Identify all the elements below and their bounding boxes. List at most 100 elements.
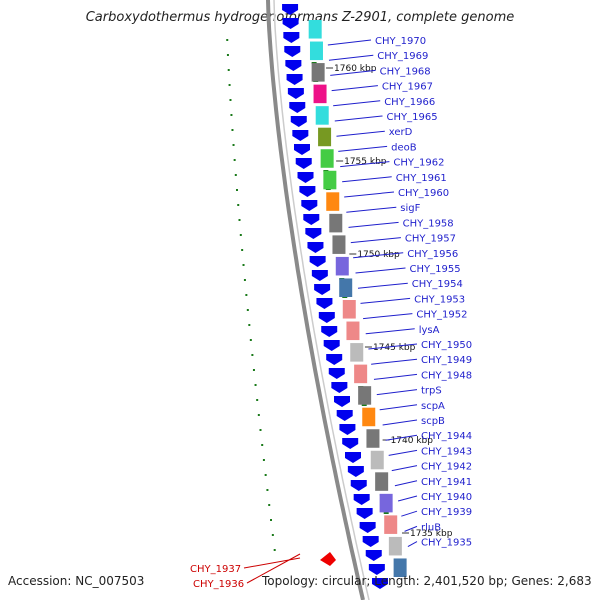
gene-label[interactable]: lysA [419, 325, 440, 336]
label-leader [360, 297, 411, 304]
gene-label[interactable]: CHY_1967 [382, 82, 433, 93]
accession-text: Accession: NC_007503 [8, 574, 145, 588]
cog-block [384, 515, 398, 534]
gene-label[interactable]: trpS [421, 386, 442, 397]
cog-block [315, 106, 329, 125]
gene-label[interactable]: CHY_1961 [396, 173, 447, 184]
gene-label[interactable]: sigF [400, 203, 420, 214]
gene-label[interactable]: CHY_1969 [377, 51, 428, 62]
gene-label-layer: CHY_1970 CHY_1969 CHY_1968 CHY_1967 CHY_1966… [190, 36, 472, 590]
genome-backbone [266, 0, 370, 600]
gene-label[interactable]: CHY_1965 [387, 112, 438, 123]
gene-label[interactable]: CHY_1939 [421, 507, 472, 518]
cds-arrow [331, 382, 348, 393]
label-leader [407, 541, 418, 548]
gene-label[interactable]: scpA [421, 401, 445, 412]
cog-block [366, 429, 380, 448]
gene-label[interactable]: CHY_1940 [421, 492, 472, 503]
kbp-label: 1755 kbp [344, 157, 387, 167]
cds-arrow [290, 116, 307, 127]
kbp-label: 1735 kbp [410, 529, 453, 539]
cog-block [323, 170, 337, 190]
cds-arrow [359, 522, 376, 533]
label-leader [328, 54, 374, 61]
gene-label-highlight[interactable]: CHY_1936 [193, 579, 244, 590]
gene-label[interactable]: CHY_1952 [416, 310, 467, 321]
cog-block [362, 407, 376, 427]
cds-arrow [336, 410, 353, 421]
gene-label[interactable]: CHY_1941 [421, 477, 472, 488]
label-leader [355, 267, 406, 274]
cds-track [282, 4, 388, 589]
cds-arrow [283, 32, 300, 43]
gene-label[interactable]: CHY_1949 [421, 355, 472, 366]
cds-arrow [326, 354, 343, 365]
gene-label[interactable]: xerD [389, 127, 413, 138]
gene-label[interactable]: CHY_1950 [421, 340, 472, 351]
label-leader [342, 176, 392, 183]
gc-skew-track [226, 39, 397, 551]
cds-arrow [311, 270, 328, 281]
cds-arrow [295, 158, 312, 169]
map-title: Carboxydothermus hydrogenoformans Z-2901… [85, 10, 515, 25]
cds-arrow [284, 46, 301, 57]
gene-label[interactable]: CHY_1960 [398, 188, 449, 199]
cog-block [358, 386, 372, 405]
label-leader [350, 237, 401, 244]
gene-label[interactable]: scpB [421, 416, 445, 427]
gene-label[interactable]: CHY_1956 [407, 249, 458, 260]
gene-label[interactable]: CHY_1958 [403, 218, 454, 229]
gene-label[interactable]: CHY_1944 [421, 431, 472, 442]
label-leader [357, 282, 408, 289]
label-leader [363, 313, 413, 320]
label-leader [334, 115, 383, 122]
label-leader [353, 252, 404, 259]
label-leader [340, 161, 390, 168]
gene-label[interactable]: rluB [421, 522, 441, 533]
gene-label[interactable]: CHY_1966 [384, 97, 435, 108]
gene-label[interactable]: deoB [391, 142, 417, 153]
gene-label[interactable]: CHY_1968 [380, 66, 431, 77]
cog-block [379, 493, 393, 513]
label-leader [336, 130, 385, 137]
label-leader [365, 328, 415, 335]
cds-arrow [307, 242, 324, 253]
label-leader [401, 510, 418, 517]
label-leader [394, 480, 418, 487]
cog-block [309, 41, 323, 61]
gene-label[interactable]: CHY_1935 [421, 538, 472, 549]
label-leader-highlight [243, 557, 301, 569]
gene-label[interactable]: CHY_1943 [421, 446, 472, 457]
cog-block [342, 300, 356, 319]
gene-label[interactable]: CHY_1955 [410, 264, 461, 275]
cds-arrow [362, 536, 379, 547]
label-leader [344, 191, 395, 198]
gene-label[interactable]: CHY_1957 [405, 234, 456, 245]
label-leader [373, 373, 418, 380]
gene-label[interactable]: CHY_1962 [393, 158, 444, 169]
label-leader [404, 525, 418, 532]
cds-arrow [321, 326, 338, 337]
gene-label[interactable]: CHY_1954 [412, 279, 463, 290]
label-leader [346, 206, 397, 213]
cds-arrow [365, 550, 382, 561]
gene-label[interactable]: CHY_1953 [414, 294, 465, 305]
label-leader [333, 100, 381, 107]
cds-arrow [328, 368, 345, 379]
gene-label[interactable]: CHY_1942 [421, 462, 472, 473]
label-leader [388, 449, 418, 456]
cog-block [318, 127, 332, 147]
gene-label-highlight[interactable]: CHY_1937 [190, 564, 241, 575]
cds-arrow [282, 4, 299, 15]
gene-label[interactable]: CHY_1948 [421, 370, 472, 381]
highlight-marker [320, 552, 336, 566]
cds-arrow [309, 256, 326, 267]
gene-label[interactable]: CHY_1970 [375, 36, 426, 47]
label-leader [382, 419, 418, 426]
cog-block [370, 450, 384, 470]
cds-arrow [371, 578, 388, 589]
cds-arrow [303, 214, 320, 225]
cog-block [335, 256, 349, 276]
cog-block [326, 192, 340, 211]
label-leader [397, 495, 418, 502]
